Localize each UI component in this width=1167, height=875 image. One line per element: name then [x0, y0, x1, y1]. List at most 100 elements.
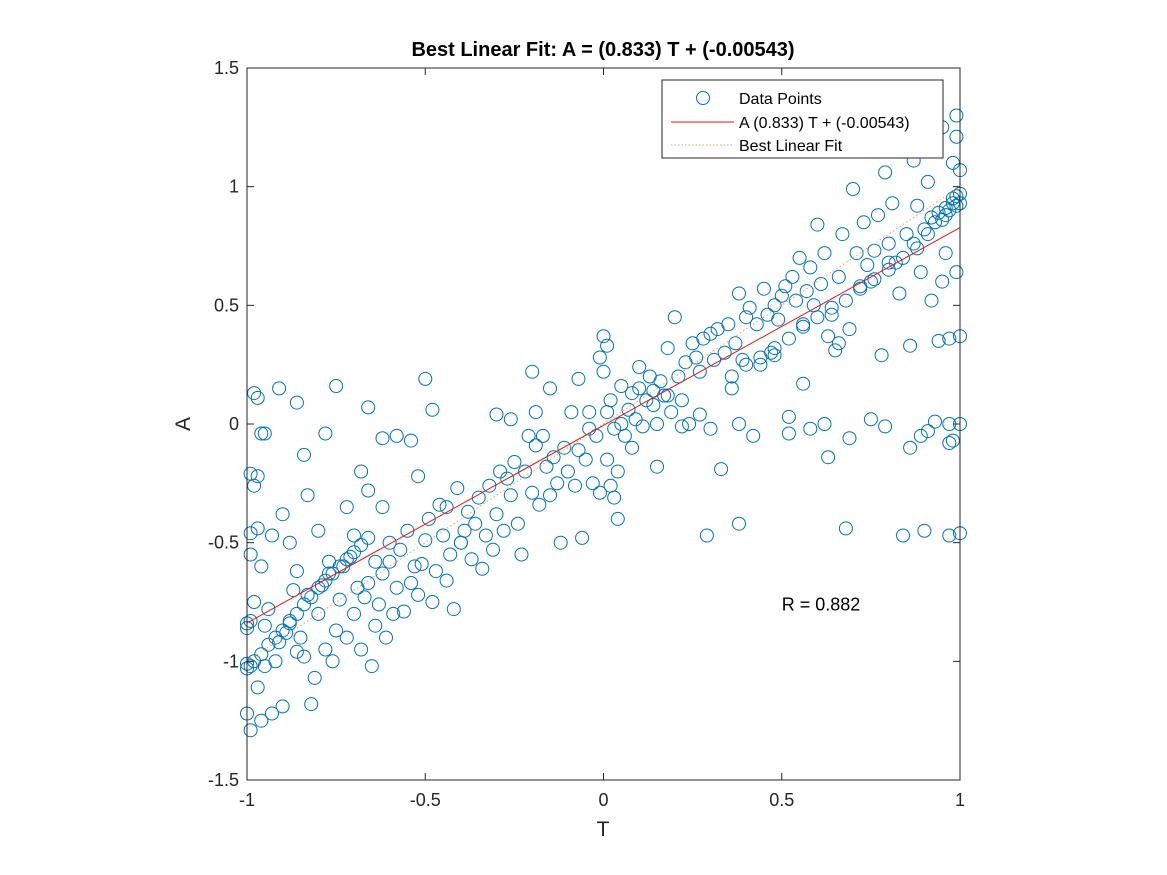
fit-line	[246, 227, 961, 624]
data-point	[728, 336, 743, 351]
chart-title: Best Linear Fit: A = (0.833) T + (-0.005…	[411, 39, 794, 61]
data-point	[407, 559, 422, 574]
data-point	[254, 647, 269, 662]
data-point	[789, 293, 803, 308]
r-value-annotation: R = 0.882	[782, 594, 861, 614]
data-point	[325, 654, 340, 669]
data-point	[247, 595, 262, 609]
data-point	[739, 310, 754, 325]
data-point	[250, 680, 265, 695]
data-point	[411, 469, 426, 484]
data-point	[689, 350, 704, 365]
data-point	[942, 203, 957, 218]
data-point	[297, 447, 311, 462]
data-point	[243, 723, 258, 738]
data-point	[311, 606, 326, 621]
data-point	[878, 419, 893, 434]
ticks-layer: -1 -0.5 0 0.5 1-1.5-1-0.500.511.5	[208, 58, 965, 810]
data-point	[268, 630, 283, 645]
data-point	[796, 319, 811, 334]
data-point	[297, 597, 311, 612]
data-point	[949, 198, 964, 213]
data-point	[803, 421, 818, 436]
data-point	[553, 535, 568, 550]
data-point	[945, 155, 960, 170]
data-point	[354, 642, 369, 657]
y-tick-label: -1.5	[208, 770, 239, 790]
data-point	[243, 614, 258, 628]
data-point	[375, 500, 390, 515]
x-tick-label: -0.5	[410, 790, 441, 810]
data-point	[389, 428, 404, 443]
data-point	[250, 469, 265, 484]
data-point	[881, 236, 896, 251]
data-point	[603, 393, 618, 408]
data-point	[453, 535, 468, 550]
data-point	[846, 182, 860, 196]
data-point	[910, 241, 925, 256]
data-point	[535, 428, 550, 443]
data-point	[621, 402, 636, 417]
data-point	[920, 227, 935, 242]
data-point	[503, 412, 518, 427]
data-point	[781, 331, 796, 346]
data-point	[329, 623, 344, 638]
data-point	[732, 417, 746, 431]
data-point	[945, 196, 960, 211]
data-point	[671, 369, 686, 384]
data-point	[781, 426, 796, 441]
data-point	[885, 196, 900, 211]
x-tick-label: 0.5	[769, 790, 794, 810]
data-point	[250, 390, 265, 405]
data-point	[831, 336, 846, 351]
data-point	[817, 417, 832, 431]
data-point	[510, 516, 525, 531]
legend-box	[661, 79, 944, 159]
data-point	[703, 421, 718, 436]
data-point	[863, 274, 878, 289]
data-point	[300, 488, 315, 503]
data-point	[903, 338, 918, 353]
data-point	[774, 288, 789, 303]
data-point	[917, 222, 932, 237]
data-point	[275, 699, 290, 714]
data-point	[596, 364, 611, 379]
data-point	[650, 459, 664, 474]
data-point	[878, 165, 893, 180]
data-point	[382, 554, 397, 569]
data-point	[304, 697, 319, 712]
x-tick-label: 0	[598, 790, 608, 810]
data-point	[920, 424, 935, 439]
data-point	[503, 488, 518, 503]
data-point	[746, 428, 761, 443]
data-point	[767, 348, 782, 363]
data-point	[275, 623, 290, 638]
data-point	[660, 341, 675, 356]
data-point	[582, 421, 597, 436]
data-point	[949, 189, 964, 204]
data-point	[275, 507, 290, 522]
data-point	[742, 300, 757, 315]
data-point	[364, 659, 379, 674]
data-point	[582, 405, 597, 420]
data-point	[838, 521, 853, 536]
data-point	[339, 500, 354, 515]
data-point	[863, 412, 878, 427]
data-point	[289, 564, 304, 579]
data-point	[646, 398, 661, 412]
data-point	[339, 552, 354, 567]
data-point	[393, 542, 408, 557]
data-point	[568, 478, 582, 493]
data-point	[371, 597, 386, 612]
data-point	[450, 481, 465, 496]
data-point	[910, 198, 925, 213]
data-point	[835, 227, 850, 242]
data-point	[888, 255, 903, 270]
data-point	[810, 310, 825, 325]
data-point	[268, 654, 283, 669]
data-point	[739, 357, 754, 372]
data-point	[347, 528, 361, 543]
data-point	[404, 433, 418, 448]
data-point	[289, 395, 304, 410]
